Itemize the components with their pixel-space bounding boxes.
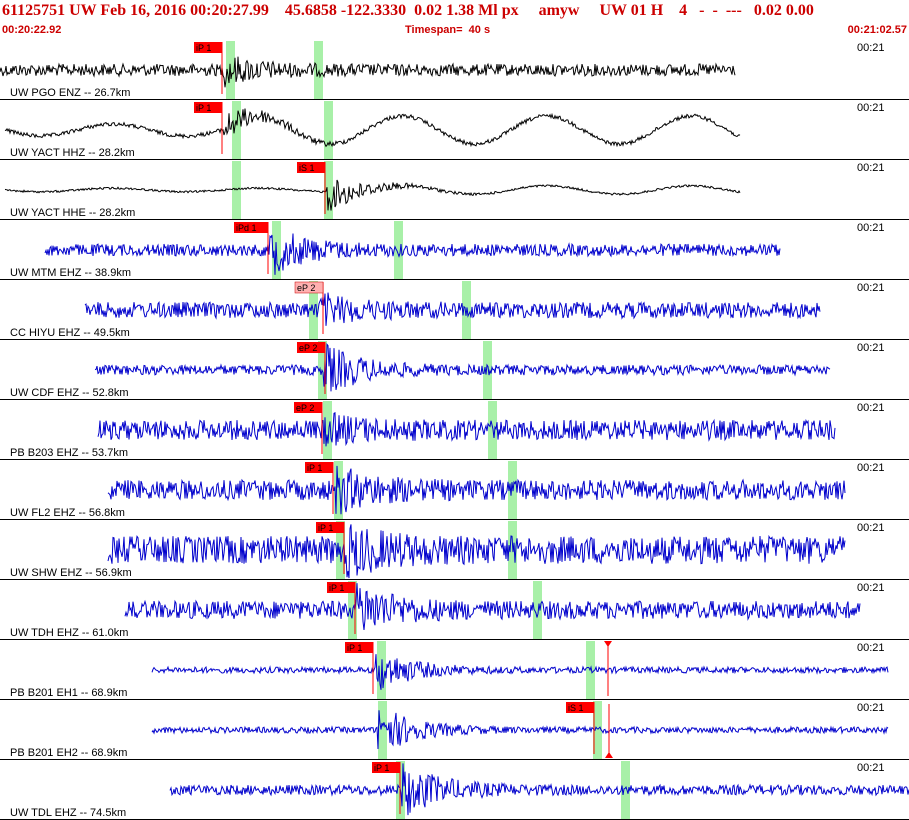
end-time: 00:21:02.57 xyxy=(847,24,907,36)
station-label: UW YACT HHE -- 28.2km xyxy=(10,207,135,219)
arrival-marker xyxy=(334,461,343,519)
pick-flag[interactable] xyxy=(297,342,325,353)
station-label: UW MTM EHZ -- 38.9km xyxy=(10,267,131,279)
pick-label: eP 2 xyxy=(296,403,314,413)
waveform xyxy=(169,763,909,816)
trace-time-label: 00:21 xyxy=(857,162,885,174)
station-label: UW TDL EHZ -- 74.5km xyxy=(10,807,126,819)
start-time: 00:20:22.92 xyxy=(2,24,62,36)
pick-label: iP 1 xyxy=(196,43,211,53)
waveform xyxy=(124,583,861,630)
pick-label: iP 1 xyxy=(196,103,211,113)
waveform xyxy=(4,108,741,148)
trace-time-label: 00:21 xyxy=(857,342,885,354)
pick-label: iP 1 xyxy=(307,463,322,473)
trace-time-label: 00:21 xyxy=(857,222,885,234)
waveform xyxy=(0,56,736,88)
waveform xyxy=(44,233,781,275)
amplitude-marker-icon xyxy=(605,752,613,758)
timespan: Timespan= 40 s xyxy=(405,24,491,36)
arrival-marker xyxy=(318,341,327,399)
arrival-marker xyxy=(394,221,403,279)
station-label: UW YACT HHZ -- 28.2km xyxy=(10,147,135,159)
trace-time-label: 00:21 xyxy=(857,42,885,54)
trace-time-label: 00:21 xyxy=(857,522,885,534)
header: 61125751 UW Feb 16, 2016 00:20:27.99 45.… xyxy=(0,0,909,40)
arrival-marker xyxy=(232,161,241,219)
trace-time-label: 00:21 xyxy=(857,282,885,294)
pick-flag[interactable] xyxy=(305,462,333,473)
waveform xyxy=(84,292,821,326)
pick-flag[interactable] xyxy=(316,522,344,533)
station-label: PB B203 EHZ -- 53.7km xyxy=(10,447,128,459)
amplitude-marker-icon xyxy=(604,641,612,647)
arrival-marker xyxy=(483,341,492,399)
pick-flag[interactable] xyxy=(234,222,268,233)
waveform xyxy=(94,343,831,392)
station-label: UW FL2 EHZ -- 56.8km xyxy=(10,507,125,519)
arrival-marker xyxy=(488,401,497,459)
pick-label: iS 1 xyxy=(299,163,315,173)
pick-flag[interactable] xyxy=(297,162,325,173)
pick-label: iP 1 xyxy=(347,643,362,653)
arrival-marker xyxy=(324,161,333,219)
pick-label: iP 1 xyxy=(374,763,389,773)
pick-flag[interactable] xyxy=(294,402,322,413)
arrival-marker xyxy=(314,41,323,99)
pick-flag[interactable] xyxy=(372,762,400,773)
pick-label: eP 2 xyxy=(297,283,315,293)
waveform xyxy=(107,465,846,515)
trace-time-label: 00:21 xyxy=(857,462,885,474)
pick-label: iS 1 xyxy=(568,703,584,713)
station-label: UW CDF EHZ -- 52.8km xyxy=(10,387,129,399)
pick-label: iP 1 xyxy=(329,583,344,593)
arrival-marker xyxy=(593,701,602,759)
trace-time-label: 00:21 xyxy=(857,642,885,654)
pick-label: iP 1 xyxy=(318,523,333,533)
arrival-marker xyxy=(323,401,332,459)
pick-flag[interactable] xyxy=(194,42,222,53)
pick-label: iPd 1 xyxy=(236,223,257,233)
trace-time-label: 00:21 xyxy=(857,762,885,774)
event-title: 61125751 UW Feb 16, 2016 00:20:27.99 45.… xyxy=(2,2,814,19)
pick-flag[interactable] xyxy=(327,582,355,593)
arrival-marker xyxy=(533,581,542,639)
station-label: UW PGO ENZ -- 26.7km xyxy=(10,87,130,99)
station-label: CC HIYU EHZ -- 49.5km xyxy=(10,327,130,339)
waveform xyxy=(107,524,846,579)
station-label: UW TDH EHZ -- 61.0km xyxy=(10,627,128,639)
trace-panel[interactable]: iP 1 00:21 UW PGO ENZ -- 26.7km iP 1 00:21 UW… xyxy=(0,40,909,820)
trace-time-label: 00:21 xyxy=(857,102,885,114)
pick-flag[interactable] xyxy=(294,281,324,294)
waveform xyxy=(97,412,836,447)
arrival-marker xyxy=(378,701,387,759)
trace-time-label: 00:21 xyxy=(857,402,885,414)
pick-flag[interactable] xyxy=(566,702,594,713)
trace-time-label: 00:21 xyxy=(857,582,885,594)
waveform xyxy=(151,710,889,750)
pick-flag[interactable] xyxy=(194,102,222,113)
arrival-marker xyxy=(232,101,241,159)
arrival-marker xyxy=(324,101,333,159)
station-label: PB B201 EH1 -- 68.9km xyxy=(10,687,127,699)
pick-label: eP 2 xyxy=(299,343,317,353)
waveform xyxy=(4,179,741,211)
station-label: UW SHW EHZ -- 56.9km xyxy=(10,567,132,579)
waveform xyxy=(151,654,889,690)
arrival-marker xyxy=(621,761,630,819)
trace-time-label: 00:21 xyxy=(857,702,885,714)
pick-flag[interactable] xyxy=(345,642,373,653)
station-label: PB B201 EH2 -- 68.9km xyxy=(10,747,127,759)
